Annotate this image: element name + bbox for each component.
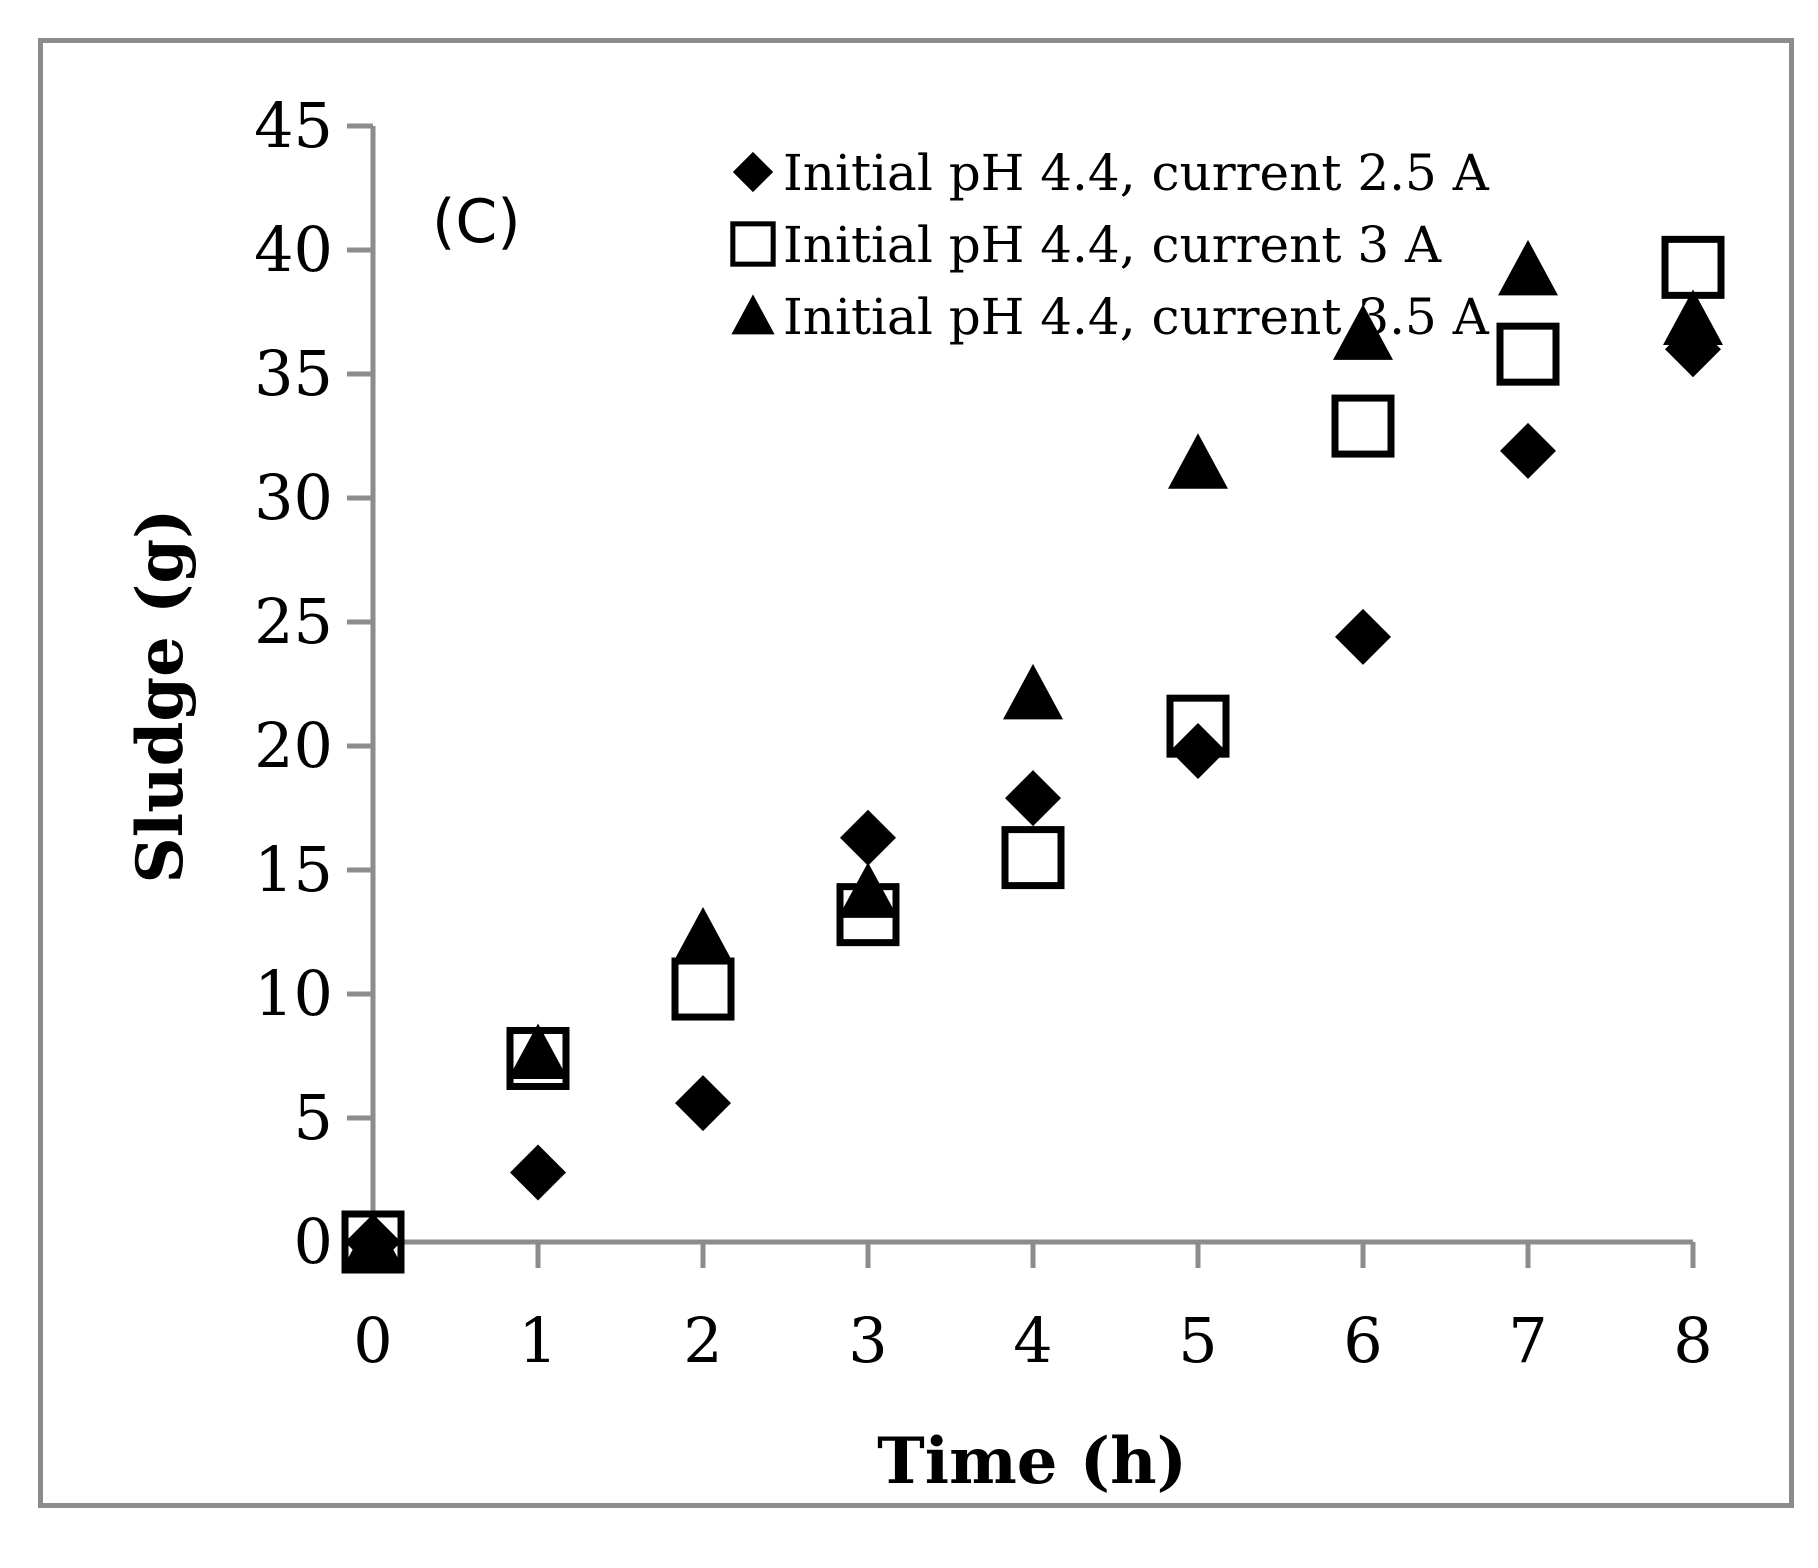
x-tick-label: 5: [1178, 1304, 1217, 1377]
data-point-series-3: [673, 906, 733, 963]
data-point-series-1: [510, 1144, 566, 1201]
data-point-series-3: [1663, 289, 1723, 345]
y-tick-label: 0: [294, 1205, 333, 1278]
data-point-series-1: [840, 809, 896, 866]
points-layer: [341, 235, 1725, 1274]
data-point-series-1: [1005, 770, 1061, 827]
y-tick-label: 40: [254, 213, 333, 286]
data-point-series-3: [343, 1212, 403, 1268]
x-tick-label: 3: [848, 1304, 887, 1377]
data-point-series-2: [1331, 394, 1395, 458]
data-point-series-2: [1166, 694, 1230, 758]
chart-frame: [38, 38, 1794, 1508]
y-axis-title: Sludge (g): [123, 509, 198, 884]
data-point-series-2: [671, 957, 735, 1021]
y-tick-label: 5: [294, 1081, 333, 1154]
x-axis-title: Time (h): [877, 1424, 1187, 1499]
x-tick-label: 7: [1508, 1304, 1547, 1377]
data-point-series-1: [1335, 608, 1391, 665]
data-point-series-2: [1661, 235, 1725, 299]
legend-marker-series-2: [730, 221, 776, 267]
legend-label-series-1: Initial pH 4.4, current 2.5 A: [783, 144, 1490, 202]
y-tick-label: 35: [254, 337, 333, 410]
y-tick-label: 15: [254, 833, 333, 906]
y-tick-label: 20: [254, 709, 333, 782]
panel-label: (C): [432, 187, 521, 257]
data-point-series-1: [1500, 422, 1556, 479]
x-tick-label: 1: [518, 1304, 557, 1377]
data-point-series-2: [1001, 826, 1065, 890]
x-tick-label: 6: [1343, 1304, 1382, 1377]
legend-marker-series-1: [732, 151, 774, 193]
legend-label-series-3: Initial pH 4.4, current 3.5 A: [783, 288, 1490, 346]
x-tick-label: 2: [683, 1304, 722, 1377]
data-point-series-3: [1498, 239, 1558, 296]
data-point-series-2: [1496, 322, 1560, 386]
legend-label-series-2: Initial pH 4.4, current 3 A: [783, 216, 1442, 274]
y-tick-label: 10: [254, 957, 333, 1030]
y-tick-label: 30: [254, 461, 333, 534]
data-point-series-3: [1003, 663, 1063, 720]
legend-marker-series-3: [731, 294, 775, 335]
data-point-series-3: [1333, 304, 1393, 360]
data-point-series-3: [838, 862, 898, 918]
data-point-series-3: [1168, 433, 1228, 489]
data-point-series-1: [675, 1075, 731, 1132]
x-tick-label: 0: [353, 1304, 392, 1377]
legend-layer: Initial pH 4.4, current 2.5 A Initial pH …: [730, 144, 1490, 346]
data-point-series-3: [508, 1023, 568, 1080]
y-tick-label: 45: [254, 89, 333, 162]
x-tick-label: 4: [1013, 1304, 1052, 1377]
y-tick-label: 25: [254, 585, 333, 658]
x-tick-label: 8: [1673, 1304, 1712, 1377]
